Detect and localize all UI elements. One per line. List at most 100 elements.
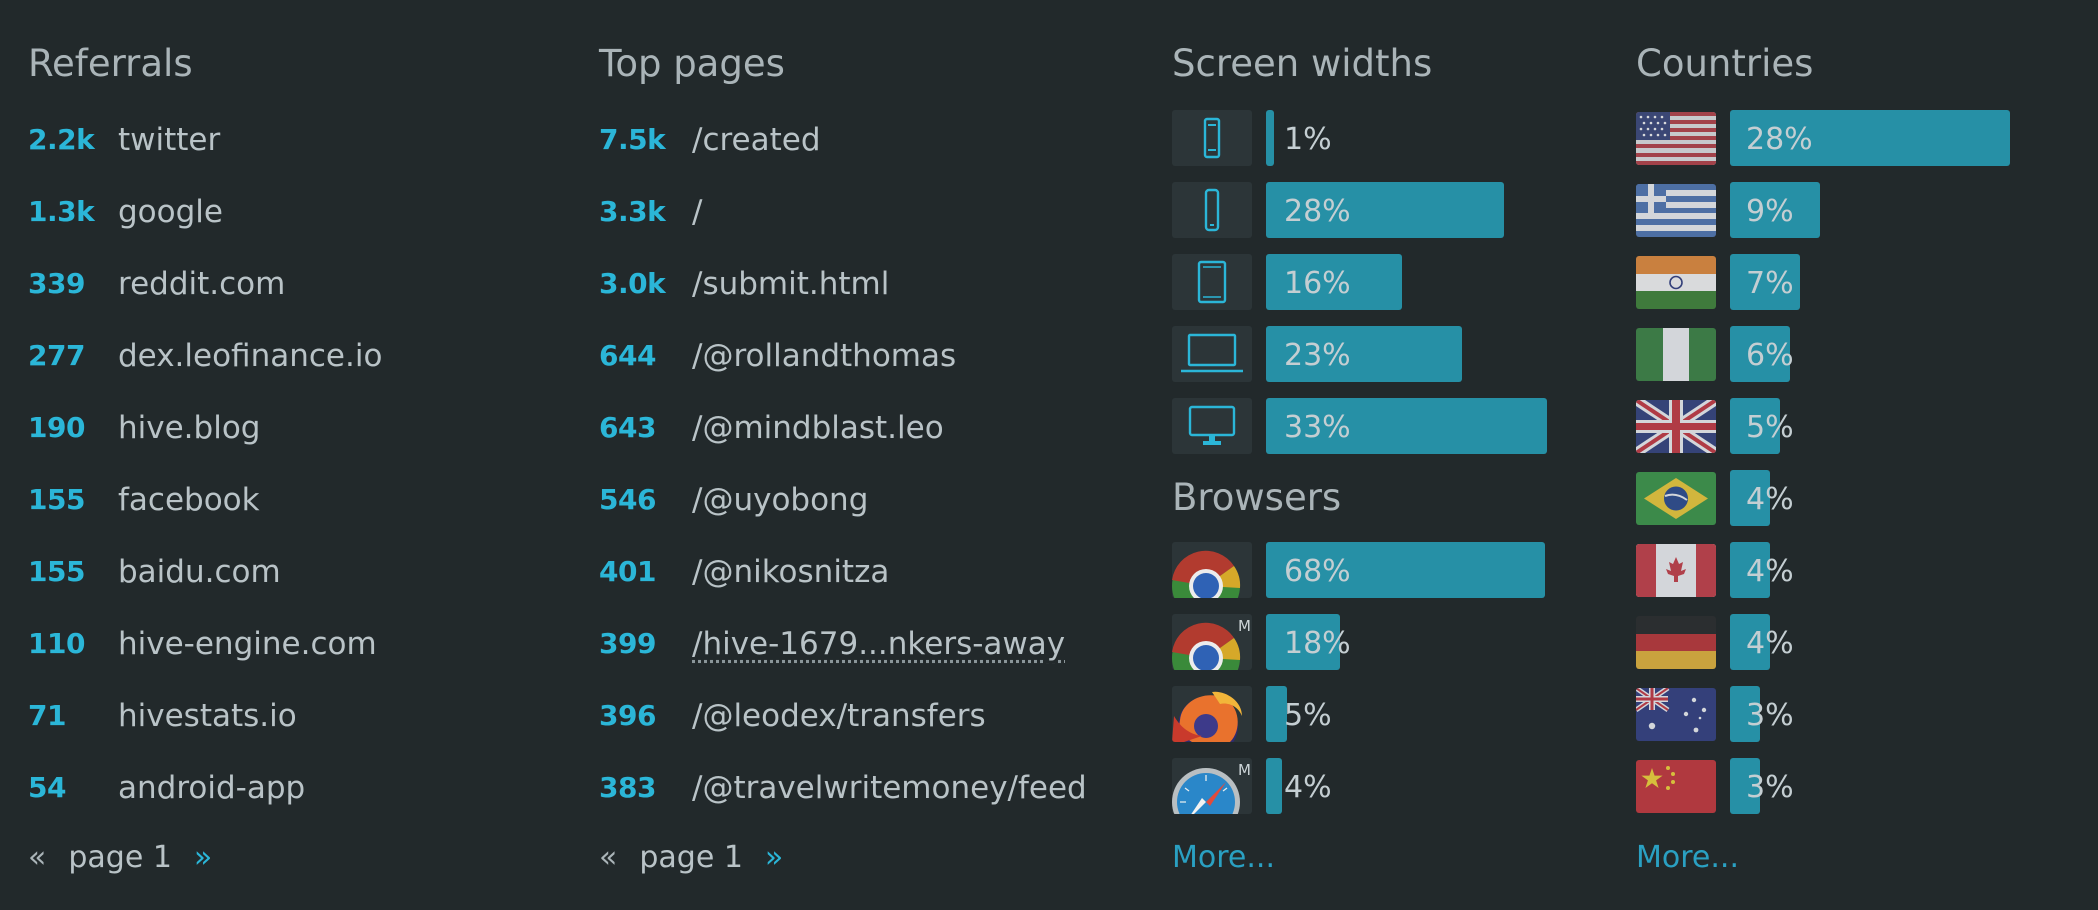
referral-label[interactable]: hive-engine.com xyxy=(118,626,377,662)
next-page-button[interactable]: » xyxy=(764,840,784,875)
small-phone-icon xyxy=(1172,110,1252,166)
safari-mobile-icon: M xyxy=(1172,758,1252,814)
screen-widths-title: Screen widths xyxy=(1172,42,1433,85)
chrome-icon xyxy=(1172,542,1252,598)
referral-label[interactable]: dex.leofinance.io xyxy=(118,338,383,374)
page-path[interactable]: /@uyobong xyxy=(692,482,869,518)
country-bar xyxy=(1730,686,1760,742)
country-row[interactable]: 4% xyxy=(1636,542,2076,598)
referral-label[interactable]: facebook xyxy=(118,482,260,518)
next-page-button[interactable]: » xyxy=(193,840,213,875)
page-path-truncated[interactable]: /hive-1679...nkers-away xyxy=(692,626,1066,662)
referral-label[interactable]: reddit.com xyxy=(118,266,286,302)
country-row[interactable]: 3% xyxy=(1636,758,2076,814)
screen-width-row[interactable]: 16% xyxy=(1172,254,1592,310)
referral-label[interactable]: hivestats.io xyxy=(118,698,297,734)
country-row[interactable]: 28% xyxy=(1636,110,2076,166)
country-percent: 4% xyxy=(1746,482,1794,517)
browser-row[interactable]: M 18% xyxy=(1172,614,1592,670)
screen-width-percent: 28% xyxy=(1284,194,1351,229)
countries-more-link[interactable]: More... xyxy=(1636,840,1739,875)
page-path[interactable]: / xyxy=(692,194,703,230)
browser-percent: 18% xyxy=(1284,626,1351,661)
referral-row[interactable]: 110 hive-engine.com xyxy=(28,614,548,670)
country-percent: 7% xyxy=(1746,266,1794,301)
svg-text:M: M xyxy=(1238,617,1251,635)
country-bar xyxy=(1730,614,1770,670)
country-percent: 28% xyxy=(1746,122,1813,157)
country-row[interactable]: 3% xyxy=(1636,686,2076,742)
firefox-icon xyxy=(1172,686,1252,742)
page-count: 383 xyxy=(599,771,656,804)
page-count: 644 xyxy=(599,339,656,372)
referral-label[interactable]: hive.blog xyxy=(118,410,261,446)
country-row[interactable]: 6% xyxy=(1636,326,2076,382)
referral-count: 339 xyxy=(28,267,85,300)
browser-row[interactable]: 68% xyxy=(1172,542,1592,598)
country-row[interactable]: 4% xyxy=(1636,470,2076,526)
page-row[interactable]: 644 /@rollandthomas xyxy=(599,326,1119,382)
referral-label[interactable]: baidu.com xyxy=(118,554,281,590)
page-row[interactable]: 396 /@leodex/transfers xyxy=(599,686,1119,742)
page-path[interactable]: /@mindblast.leo xyxy=(692,410,944,446)
screen-width-percent: 16% xyxy=(1284,266,1351,301)
referral-row[interactable]: 1.3k google xyxy=(28,182,548,238)
page-count: 396 xyxy=(599,699,656,732)
screen-width-row[interactable]: 23% xyxy=(1172,326,1592,382)
referral-row[interactable]: 155 baidu.com xyxy=(28,542,548,598)
referrals-title: Referrals xyxy=(28,42,193,85)
country-percent: 3% xyxy=(1746,698,1794,733)
referral-row[interactable]: 339 reddit.com xyxy=(28,254,548,310)
browser-row[interactable]: M 4% xyxy=(1172,758,1592,814)
country-bar xyxy=(1730,110,2010,166)
prev-page-button[interactable]: « xyxy=(28,840,47,875)
page-row[interactable]: 383 /@travelwritemoney/feed xyxy=(599,758,1119,814)
country-bar xyxy=(1730,182,1820,238)
page-path[interactable]: /submit.html xyxy=(692,266,890,302)
referral-label[interactable]: google xyxy=(118,194,223,230)
referral-label[interactable]: twitter xyxy=(118,122,221,158)
laptop-icon xyxy=(1172,326,1252,382)
india-flag-icon xyxy=(1636,256,1716,309)
page-path[interactable]: /created xyxy=(692,122,821,158)
referral-row[interactable]: 54 android-app xyxy=(28,758,548,814)
page-row[interactable]: 7.5k/created xyxy=(599,110,1119,166)
screen-width-row[interactable]: 1% xyxy=(1172,110,1592,166)
prev-page-button[interactable]: « xyxy=(599,840,618,875)
page-row[interactable]: 643 /@mindblast.leo xyxy=(599,398,1119,454)
country-row[interactable]: 9% xyxy=(1636,182,2076,238)
page-row[interactable]: 401 /@nikosnitza xyxy=(599,542,1119,598)
referral-label[interactable]: android-app xyxy=(118,770,306,806)
screen-width-row[interactable]: 28% xyxy=(1172,182,1592,238)
referral-row[interactable]: 190 hive.blog xyxy=(28,398,548,454)
country-percent: 6% xyxy=(1746,338,1794,373)
browsers-more-link[interactable]: More... xyxy=(1172,840,1275,875)
country-percent: 4% xyxy=(1746,554,1794,589)
referral-row[interactable]: 71 hivestats.io xyxy=(28,686,548,742)
browser-row[interactable]: 5% xyxy=(1172,686,1592,742)
browser-bar xyxy=(1266,614,1340,670)
referral-count: 1.3k xyxy=(28,195,95,228)
referral-row[interactable]: 2.2k twitter xyxy=(28,110,548,166)
page-count: 643 xyxy=(599,411,656,444)
page-path[interactable]: /@nikosnitza xyxy=(692,554,890,590)
page-row[interactable]: 546 /@uyobong xyxy=(599,470,1119,526)
page-path[interactable]: /@leodex/transfers xyxy=(692,698,986,734)
referrals-pager: « page 1 » xyxy=(28,840,212,876)
page-row[interactable]: 3.0k/submit.html xyxy=(599,254,1119,310)
referral-count: 155 xyxy=(28,555,85,588)
page-count: 3.3k xyxy=(599,195,666,228)
country-row[interactable]: 4% xyxy=(1636,614,2076,670)
screen-width-percent: 1% xyxy=(1284,122,1332,157)
page-path[interactable]: /@travelwritemoney/feed xyxy=(692,770,1087,806)
page-path[interactable]: /@rollandthomas xyxy=(692,338,957,374)
referral-row[interactable]: 155 facebook xyxy=(28,470,548,526)
country-row[interactable]: 5% xyxy=(1636,398,2076,454)
page-row[interactable]: 399/hive-1679...nkers-away xyxy=(599,614,1119,670)
screen-width-row[interactable]: 33% xyxy=(1172,398,1592,454)
page-row[interactable]: 3.3k / xyxy=(599,182,1119,238)
australia-flag-icon xyxy=(1636,688,1716,741)
country-bar xyxy=(1730,542,1770,598)
referral-row[interactable]: 277 dex.leofinance.io xyxy=(28,326,548,382)
country-row[interactable]: 7% xyxy=(1636,254,2076,310)
